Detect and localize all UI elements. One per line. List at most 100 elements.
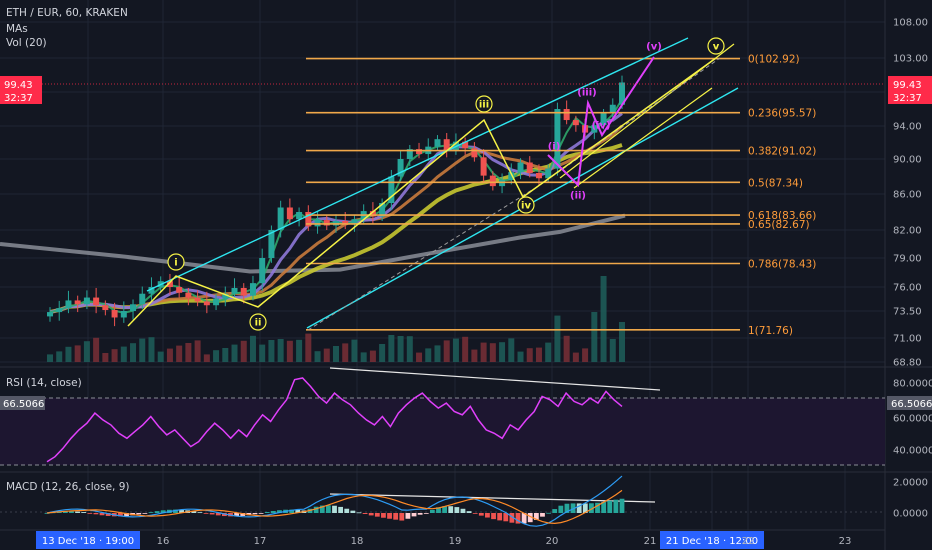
volume-bar	[185, 343, 192, 362]
time-tick-label: 13 Dec '18 · 19:00	[42, 536, 134, 547]
rsi-resistance-line[interactable]	[329, 367, 661, 391]
macd-histogram-bar	[56, 511, 62, 513]
macd-histogram-bar	[264, 512, 270, 513]
projection-dashed-line[interactable]	[522, 57, 721, 198]
candle-body	[462, 141, 469, 149]
macd-line	[46, 475, 623, 527]
wave-label-circle	[707, 37, 725, 55]
macd-histogram-bar	[332, 505, 337, 513]
volume-bar	[591, 312, 598, 362]
candle-body	[65, 300, 72, 309]
mas-label[interactable]: MAs	[6, 23, 28, 35]
candle-body	[600, 113, 607, 126]
fib-level-label: 0.786(78.43)	[748, 259, 816, 271]
price-tick-label: 94.00	[893, 122, 922, 133]
macd-histogram-bar	[179, 509, 184, 513]
crosshair-time-tag[interactable]	[36, 531, 140, 549]
trend-dashed-line[interactable]	[307, 189, 533, 331]
macd-histogram-bar	[485, 513, 490, 518]
crosshair-time-tag[interactable]	[660, 531, 764, 549]
macd-histogram-bar	[564, 503, 570, 513]
macd-histogram-bar	[515, 513, 521, 524]
macd-histogram-bar	[142, 513, 148, 514]
macd-title[interactable]: MACD (12, 26, close, 9)	[6, 481, 129, 493]
rsi-line	[46, 377, 623, 463]
macd-histogram-bar	[240, 513, 246, 516]
time-axis[interactable]: 13 Dec '18 · 19:00 16 17 18 19 20 21 21 Dec '18…	[36, 531, 851, 549]
wave-label-circle	[517, 196, 535, 214]
candle-body	[194, 297, 201, 302]
volume-bar	[397, 336, 404, 362]
candle-body	[351, 219, 358, 225]
fib-level-label: 0.618(83.66)	[748, 210, 816, 222]
macd-histogram-bar	[533, 513, 539, 520]
rsi-value-tag	[887, 396, 932, 410]
candle-body	[176, 287, 183, 293]
time-tick-label: 20	[546, 536, 559, 547]
volume-bar	[231, 344, 238, 362]
volume-bar	[508, 338, 515, 362]
projection-line-lower[interactable]	[573, 87, 713, 189]
wave-label-yellow: v	[713, 42, 720, 53]
candle-body	[74, 300, 81, 305]
wave-label-circle	[249, 313, 267, 331]
candle-body	[130, 304, 137, 311]
candle-body	[526, 162, 533, 173]
rsi-tick-label: 40.0000	[893, 446, 932, 457]
candle-body	[416, 149, 423, 155]
macd-histogram-bar	[619, 498, 625, 513]
macd-histogram-bar	[576, 503, 582, 513]
volume-bar	[314, 351, 321, 362]
elliott-wave-yellow[interactable]	[127, 57, 717, 327]
fib-level-label: 0.236(95.57)	[748, 108, 816, 120]
candle-body	[148, 287, 155, 294]
volume-bar	[203, 354, 210, 362]
price-tick-label: 108.00	[893, 18, 928, 29]
time-tick-label: 21	[644, 536, 657, 547]
candle-body	[342, 221, 349, 225]
macd-histogram-bar	[595, 502, 600, 513]
candle-body	[185, 292, 192, 298]
macd-histogram-bar	[393, 513, 399, 520]
volume-bar	[47, 354, 53, 362]
vol-label[interactable]: Vol (20)	[6, 37, 47, 49]
volume-bar	[268, 340, 275, 362]
candle-body	[379, 203, 386, 217]
elliott-wave-magenta[interactable]	[547, 56, 655, 188]
candle-body	[231, 287, 238, 294]
macd-histogram-bar	[527, 513, 533, 523]
macd-histogram-bar	[270, 511, 276, 513]
candle-body	[296, 212, 303, 220]
rsi-tick-label: 60.0000	[893, 414, 932, 425]
volume-bar	[582, 348, 589, 362]
macd-histogram-bar	[546, 512, 551, 514]
candle-body	[93, 297, 100, 306]
price-tick-label: 73.50	[893, 307, 922, 318]
price-tick-label: 68.80	[893, 358, 922, 369]
macd-trend-line[interactable]	[329, 493, 656, 503]
price-tick-label: 71.00	[893, 334, 922, 345]
wave-label-magenta: (v)	[646, 42, 662, 53]
rsi-title[interactable]: RSI (14, close)	[6, 377, 82, 389]
macd-histogram-bar	[491, 513, 496, 520]
candle-body	[83, 297, 90, 305]
macd-series	[44, 475, 625, 527]
fib-retracement[interactable]: 0(102.92) 0.236(95.57) 0.382(91.02) 0.5(87.…	[306, 54, 816, 337]
candle-body	[305, 212, 312, 227]
macd-histogram-bar	[368, 513, 374, 516]
candle-body	[369, 211, 376, 217]
channel-upper-line[interactable]	[146, 37, 689, 292]
macd-histogram-bar	[221, 513, 227, 517]
price-tick-label: 103.00	[893, 54, 928, 65]
price-axis[interactable]: 108.00103.0098.0094.0090.0086.0082.0079.…	[893, 18, 932, 520]
macd-histogram-bar	[374, 513, 380, 517]
candle-body	[213, 298, 220, 306]
ma-green-line	[49, 98, 623, 314]
candle-body	[120, 311, 127, 318]
rsi-series	[46, 377, 623, 463]
macd-histogram-bar	[356, 512, 362, 514]
wave-label-magenta: (iv)	[591, 121, 610, 132]
wave-label-yellow: ii	[255, 318, 262, 329]
macd-histogram-bar	[313, 506, 319, 513]
